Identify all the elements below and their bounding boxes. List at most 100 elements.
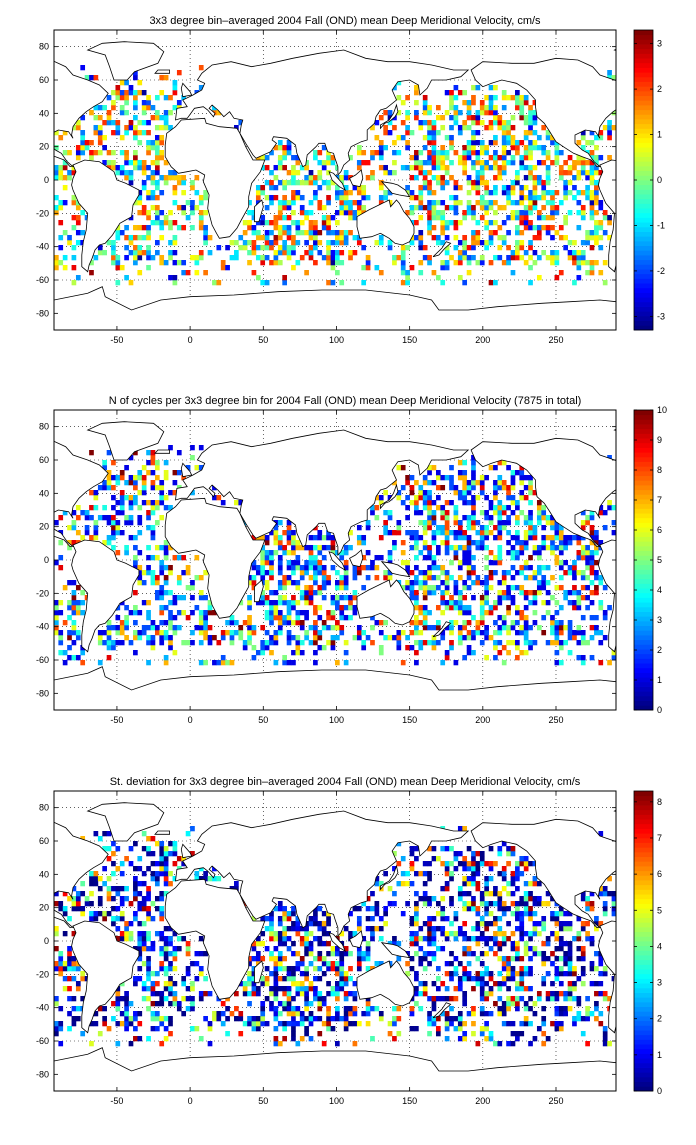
data-cell (471, 240, 476, 245)
data-cell (445, 881, 450, 886)
data-cell (462, 545, 467, 550)
data-cell (445, 986, 450, 991)
data-cell (348, 966, 353, 971)
data-cell (287, 620, 292, 625)
data-cell (260, 255, 265, 260)
data-cell (493, 921, 498, 926)
data-cell (493, 630, 498, 635)
data-cell (168, 976, 173, 981)
data-cell (432, 931, 437, 936)
data-cell (524, 635, 529, 640)
data-cell (76, 125, 81, 130)
data-cell (511, 846, 516, 851)
data-cell (410, 580, 415, 585)
data-cell (467, 976, 472, 981)
data-cell (537, 580, 542, 585)
data-cell (576, 190, 581, 195)
x-tick-label: 100 (329, 715, 344, 725)
data-cell (506, 505, 511, 510)
data-cell (199, 590, 204, 595)
data-cell (124, 245, 129, 250)
data-cell (497, 165, 502, 170)
data-cell (186, 270, 191, 275)
y-tick-label: 40 (39, 488, 49, 498)
data-cell (353, 210, 358, 215)
data-cell (168, 445, 173, 450)
data-cell (335, 250, 340, 255)
data-cell (269, 245, 274, 250)
data-cell (199, 225, 204, 230)
data-cell (462, 1021, 467, 1026)
data-cell (146, 165, 151, 170)
data-cell (546, 600, 551, 605)
data-cell (177, 936, 182, 941)
data-cell (559, 165, 564, 170)
data-cell (54, 520, 59, 525)
data-cell (515, 951, 520, 956)
data-cell (528, 891, 533, 896)
data-cell (541, 630, 546, 635)
data-cell (58, 170, 63, 175)
data-cell (502, 590, 507, 595)
data-cell (133, 500, 138, 505)
data-cell (344, 575, 349, 580)
data-cell (190, 1006, 195, 1011)
data-cell (515, 520, 520, 525)
data-cell (585, 175, 590, 180)
data-cell (313, 235, 318, 240)
data-cell (502, 625, 507, 630)
colorbar-segment (634, 541, 653, 546)
data-cell (234, 881, 239, 886)
data-cell (506, 906, 511, 911)
data-cell (568, 180, 573, 185)
data-cell (370, 170, 375, 175)
data-cell (291, 155, 296, 160)
data-cell (260, 555, 265, 560)
data-cell (164, 851, 169, 856)
data-cell (129, 640, 134, 645)
data-cell (458, 130, 463, 135)
data-cell (502, 190, 507, 195)
data-cell (168, 610, 173, 615)
data-cell (256, 1026, 261, 1031)
data-cell (383, 195, 388, 200)
data-cell (164, 565, 169, 570)
data-cell (493, 160, 498, 165)
data-cell (414, 90, 419, 95)
data-cell (282, 215, 287, 220)
data-cell (317, 976, 322, 981)
data-cell (392, 540, 397, 545)
data-cell (67, 580, 72, 585)
data-cell (142, 110, 147, 115)
data-cell (124, 1001, 129, 1006)
data-cell (76, 901, 81, 906)
data-cell (58, 1006, 63, 1011)
data-cell (58, 610, 63, 615)
data-cell (471, 140, 476, 145)
data-cell (497, 956, 502, 961)
data-cell (568, 630, 573, 635)
data-cell (445, 155, 450, 160)
data-cell (173, 185, 178, 190)
data-cell (432, 135, 437, 140)
data-cell (528, 165, 533, 170)
data-cell (541, 185, 546, 190)
data-cell (124, 936, 129, 941)
data-cell (295, 1006, 300, 1011)
data-cell (401, 911, 406, 916)
data-cell (519, 986, 524, 991)
data-cell (269, 180, 274, 185)
data-cell (366, 520, 371, 525)
data-cell (291, 580, 296, 585)
data-cell (111, 460, 116, 465)
data-cell (511, 901, 516, 906)
data-cell (234, 255, 239, 260)
data-cell (519, 901, 524, 906)
data-cell (493, 655, 498, 660)
data-cell (291, 966, 296, 971)
data-cell (603, 280, 608, 285)
data-cell (454, 971, 459, 976)
data-cell (54, 265, 59, 270)
data-cell (519, 200, 524, 205)
data-cell (133, 1036, 138, 1041)
